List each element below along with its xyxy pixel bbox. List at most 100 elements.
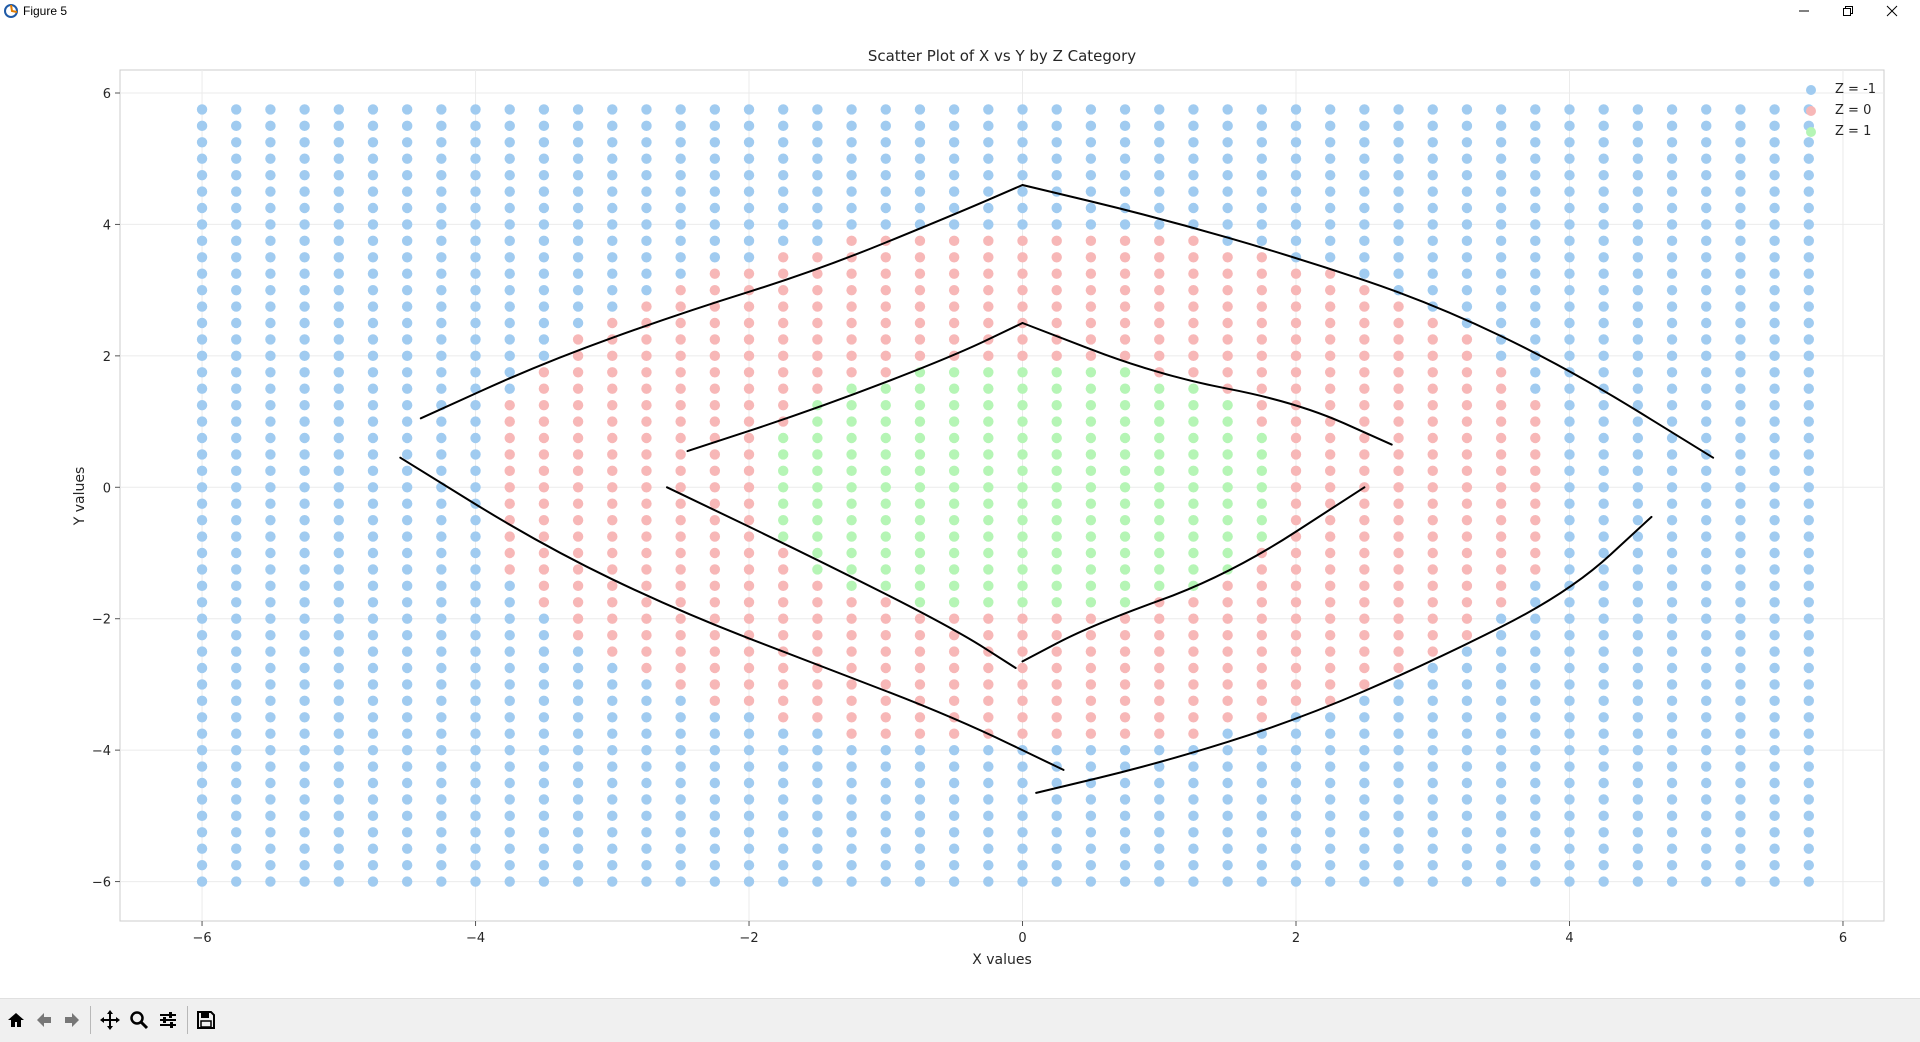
scatter-point-zneg1 (504, 186, 515, 197)
scatter-point-z1 (880, 416, 891, 427)
scatter-point-zneg1 (812, 810, 823, 822)
restore-button[interactable] (1826, 0, 1870, 22)
scatter-point-z1 (1017, 449, 1028, 460)
scatter-point-z0 (846, 646, 857, 657)
scatter-point-z0 (709, 646, 721, 657)
minimize-button[interactable] (1782, 0, 1826, 22)
scatter-point-zneg1 (1632, 432, 1644, 444)
scatter-point-z0 (1495, 399, 1507, 411)
scatter-point-z0 (1119, 317, 1131, 329)
annotation-stroke (1021, 486, 1366, 663)
scatter-point-z0 (1530, 432, 1541, 444)
scatter-point-z1 (1119, 498, 1131, 509)
scatter-point-zneg1 (299, 465, 310, 477)
scatter-point-zneg1 (1769, 252, 1780, 263)
scatter-point-zneg1 (367, 662, 379, 674)
scatter-point-zneg1 (880, 876, 891, 887)
scatter-point-zneg1 (1154, 777, 1165, 789)
scatter-point-zneg1 (1461, 744, 1473, 756)
scatter-point-zneg1 (914, 120, 926, 132)
scatter-point-z1 (983, 465, 994, 477)
scatter-point-zneg1 (1324, 728, 1336, 739)
scatter-point-zneg1 (1119, 744, 1131, 756)
scatter-point-z0 (846, 728, 857, 739)
scatter-point-zneg1 (333, 202, 344, 214)
scatter-point-z0 (1290, 564, 1302, 575)
scatter-point-zneg1 (1735, 219, 1746, 230)
scatter-point-zneg1 (572, 728, 584, 739)
back-button[interactable] (31, 1007, 57, 1033)
close-button[interactable] (1870, 0, 1914, 22)
scatter-point-zneg1 (1495, 859, 1507, 871)
scatter-point-z0 (846, 301, 857, 312)
scatter-point-z0 (743, 498, 755, 509)
scatter-point-zneg1 (231, 465, 242, 477)
scatter-point-zneg1 (265, 235, 276, 247)
scatter-point-zneg1 (1701, 284, 1712, 296)
scatter-point-z0 (914, 629, 926, 641)
configure-subplots-button[interactable] (155, 1007, 181, 1033)
scatter-point-zneg1 (983, 219, 994, 230)
scatter-point-z0 (1495, 597, 1507, 608)
save-button[interactable] (193, 1007, 219, 1033)
scatter-point-z1 (1154, 482, 1165, 493)
scatter-point-z1 (1188, 465, 1199, 477)
scatter-point-zneg1 (1530, 679, 1541, 690)
scatter-point-z0 (1256, 284, 1268, 296)
scatter-point-z1 (1154, 432, 1165, 444)
scatter-point-z1 (1119, 564, 1131, 575)
scatter-point-zneg1 (231, 498, 242, 509)
scatter-point-zneg1 (572, 761, 584, 772)
scatter-point-z1 (1222, 416, 1233, 427)
minimize-icon (1799, 10, 1809, 12)
scatter-point-zneg1 (572, 679, 584, 690)
scatter-point-zneg1 (914, 810, 926, 822)
pan-button[interactable] (97, 1007, 123, 1033)
scatter-point-z0 (778, 712, 789, 723)
save-icon (197, 1011, 215, 1029)
scatter-point-zneg1 (778, 794, 789, 805)
scatter-point-z1 (948, 597, 960, 608)
scatter-point-zneg1 (299, 334, 310, 345)
scatter-point-zneg1 (607, 744, 618, 756)
scatter-point-z0 (607, 629, 618, 641)
scatter-point-zneg1 (1017, 186, 1028, 197)
scatter-point-z1 (778, 514, 789, 526)
forward-button[interactable] (59, 1007, 85, 1033)
zoom-button[interactable] (126, 1007, 152, 1033)
scatter-point-z0 (880, 252, 891, 263)
scatter-point-zneg1 (1154, 876, 1165, 887)
scatter-point-zneg1 (1701, 547, 1712, 559)
scatter-point-zneg1 (572, 810, 584, 822)
scatter-point-zneg1 (367, 498, 379, 509)
scatter-point-zneg1 (1735, 794, 1746, 805)
scatter-point-zneg1 (1598, 449, 1609, 460)
scatter-point-zneg1 (1735, 827, 1746, 838)
scatter-point-z0 (846, 629, 857, 641)
scatter-point-zneg1 (607, 662, 618, 674)
scatter-point-zneg1 (401, 482, 413, 493)
scatter-point-z1 (1051, 432, 1062, 444)
scatter-point-zneg1 (1051, 794, 1062, 805)
scatter-point-zneg1 (1598, 810, 1609, 822)
scatter-point-z0 (1290, 498, 1302, 509)
scatter-point-zneg1 (1324, 777, 1336, 789)
scatter-point-z0 (641, 301, 652, 312)
scatter-point-zneg1 (1290, 859, 1302, 871)
scatter-point-z0 (1427, 629, 1438, 641)
scatter-point-zneg1 (1769, 169, 1780, 181)
scatter-point-z0 (1495, 416, 1507, 427)
scatter-point-zneg1 (1769, 432, 1780, 444)
scatter-point-zneg1 (333, 482, 344, 493)
home-button[interactable] (3, 1007, 29, 1033)
scatter-point-zneg1 (1495, 827, 1507, 838)
scatter-point-zneg1 (1598, 777, 1609, 789)
scatter-point-zneg1 (1666, 662, 1678, 674)
scatter-point-zneg1 (265, 679, 276, 690)
scatter-point-zneg1 (1666, 744, 1678, 756)
scatter-point-zneg1 (1256, 794, 1268, 805)
scatter-point-zneg1 (367, 169, 379, 181)
scatter-point-zneg1 (572, 137, 584, 148)
scatter-point-zneg1 (196, 547, 208, 559)
scatter-point-zneg1 (812, 104, 823, 115)
